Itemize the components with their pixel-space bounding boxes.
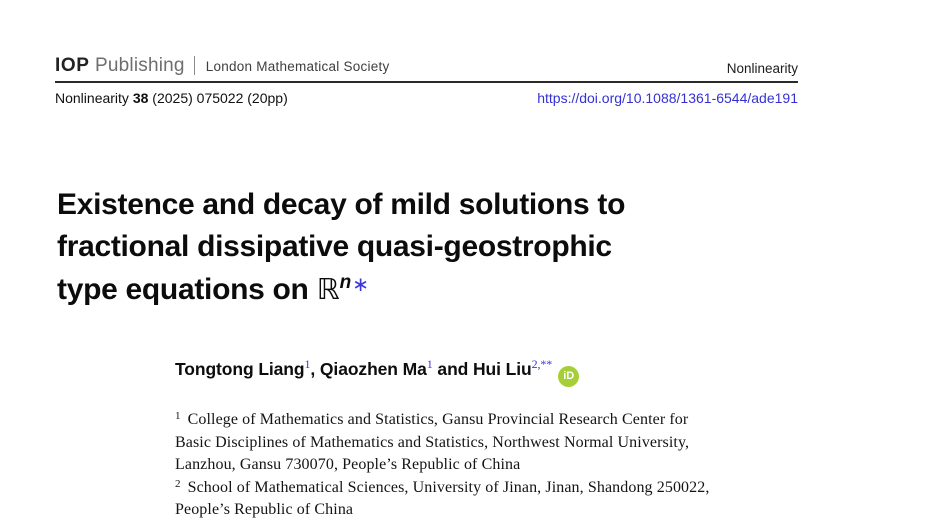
title-line-2: fractional dissipative quasi-geostrophic [57, 230, 612, 263]
affiliation-1: 1 College of Mathematics and Statistics, … [175, 409, 798, 477]
author-sup-2: 1 [426, 357, 433, 371]
doi-link[interactable]: https://doi.org/10.1088/1361-6544/ade191 [537, 90, 798, 106]
citation-volume: 38 [132, 90, 149, 106]
author-name-1: Tongtong Liang [175, 359, 305, 379]
iop-publishing-logo: IOP Publishing [55, 55, 185, 77]
publisher-block: IOP Publishing London Mathematical Socie… [55, 55, 390, 77]
society-name: London Mathematical Society [205, 58, 390, 74]
author-sep-2: and [432, 359, 474, 379]
affiliation-2: 2 School of Mathematical Sciences, Univer… [175, 477, 798, 522]
masthead-divider [193, 56, 195, 75]
blackboard-r-symbol: ℝ [316, 272, 340, 306]
title-line-1: Existence and decay of mild solutions to [57, 188, 626, 221]
citation-journal: Nonlinearity [55, 90, 129, 106]
journal-masthead: IOP Publishing London Mathematical Socie… [55, 55, 798, 77]
iop-logo-bold: IOP [55, 55, 90, 76]
citation-line: Nonlinearity 38 (2025) 075022 (20pp) [55, 90, 288, 106]
orcid-icon[interactable]: iD [558, 366, 580, 387]
header-rule [55, 81, 798, 83]
affiliation-2-line-2: People’s Republic of China [175, 501, 354, 518]
paper-title: Existence and decay of mild solutions to… [57, 184, 798, 315]
author-sep-1: , [310, 359, 320, 379]
citation-row: Nonlinearity 38 (2025) 075022 (20pp) htt… [55, 90, 798, 106]
affiliations-block: 1 College of Mathematics and Statistics, … [175, 409, 798, 522]
affiliation-2-line-1: 2 School of Mathematical Sciences, Univer… [175, 477, 710, 496]
author-sup-1: 1 [304, 357, 311, 371]
author-name-2: Qiaozhen Ma [319, 359, 427, 379]
affiliation-2-marker: 2 [175, 477, 181, 490]
title-footnote-star: ∗ [352, 272, 369, 296]
title-exponent: n [339, 272, 352, 293]
affiliation-1-line-2: Basic Disciplines of Mathematics and Sta… [175, 433, 690, 451]
author-sup-3: 2,** [531, 357, 553, 371]
affiliation-1-line-1: 1 College of Mathematics and Statistics, … [175, 410, 689, 429]
title-line-3: type equations on [57, 273, 317, 306]
page-content: IOP Publishing London Mathematical Socie… [55, 0, 798, 522]
journal-name: Nonlinearity [726, 61, 798, 76]
citation-details: (2025) 075022 (20pp) [152, 90, 288, 106]
affiliation-1-line-3: Lanzhou, Gansu 730070, People’s Republic… [175, 456, 521, 473]
author-name-3: Hui Liu [473, 359, 532, 379]
authors-line: Tongtong Liang1, Qiaozhen Ma1 and Hui Li… [175, 357, 798, 387]
iop-logo-rest: Publishing [95, 55, 185, 76]
affiliation-1-marker: 1 [175, 410, 181, 422]
